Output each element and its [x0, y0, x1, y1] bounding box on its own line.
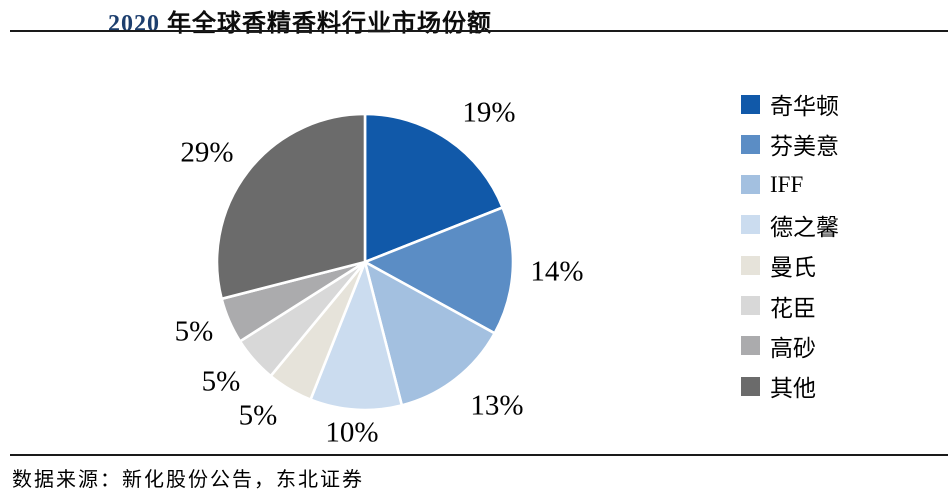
chart-title: 2020 年全球香精香料行业市场份额 — [0, 3, 600, 38]
footer-rule — [10, 454, 948, 456]
slice-label-高砂: 5% — [174, 315, 214, 348]
slice-label-奇华顿: 19% — [462, 96, 516, 129]
slice-label-花臣: 5% — [201, 365, 241, 398]
slice-label-其他: 29% — [180, 136, 234, 169]
pie-slice-德之馨 — [309, 260, 404, 412]
slice-label-曼氏: 5% — [238, 399, 278, 432]
title-underline-rule — [10, 30, 948, 32]
pie-slice-其他 — [215, 112, 367, 301]
slice-label-芬美意: 14% — [530, 255, 584, 288]
slice-label-德之馨: 10% — [325, 416, 379, 449]
data-source-note: 数据来源：新化股份公告，东北证券 — [12, 469, 364, 491]
pie-slice-芬美意 — [363, 206, 515, 335]
pie-slice-IFF — [363, 260, 496, 407]
pie-slice-奇华顿 — [363, 112, 504, 264]
chart-title-year: 2020 — [108, 11, 160, 37]
slice-label-IFF: 13% — [470, 389, 524, 422]
chart-title-text: 年全球香精香料行业市场份额 — [160, 11, 492, 37]
